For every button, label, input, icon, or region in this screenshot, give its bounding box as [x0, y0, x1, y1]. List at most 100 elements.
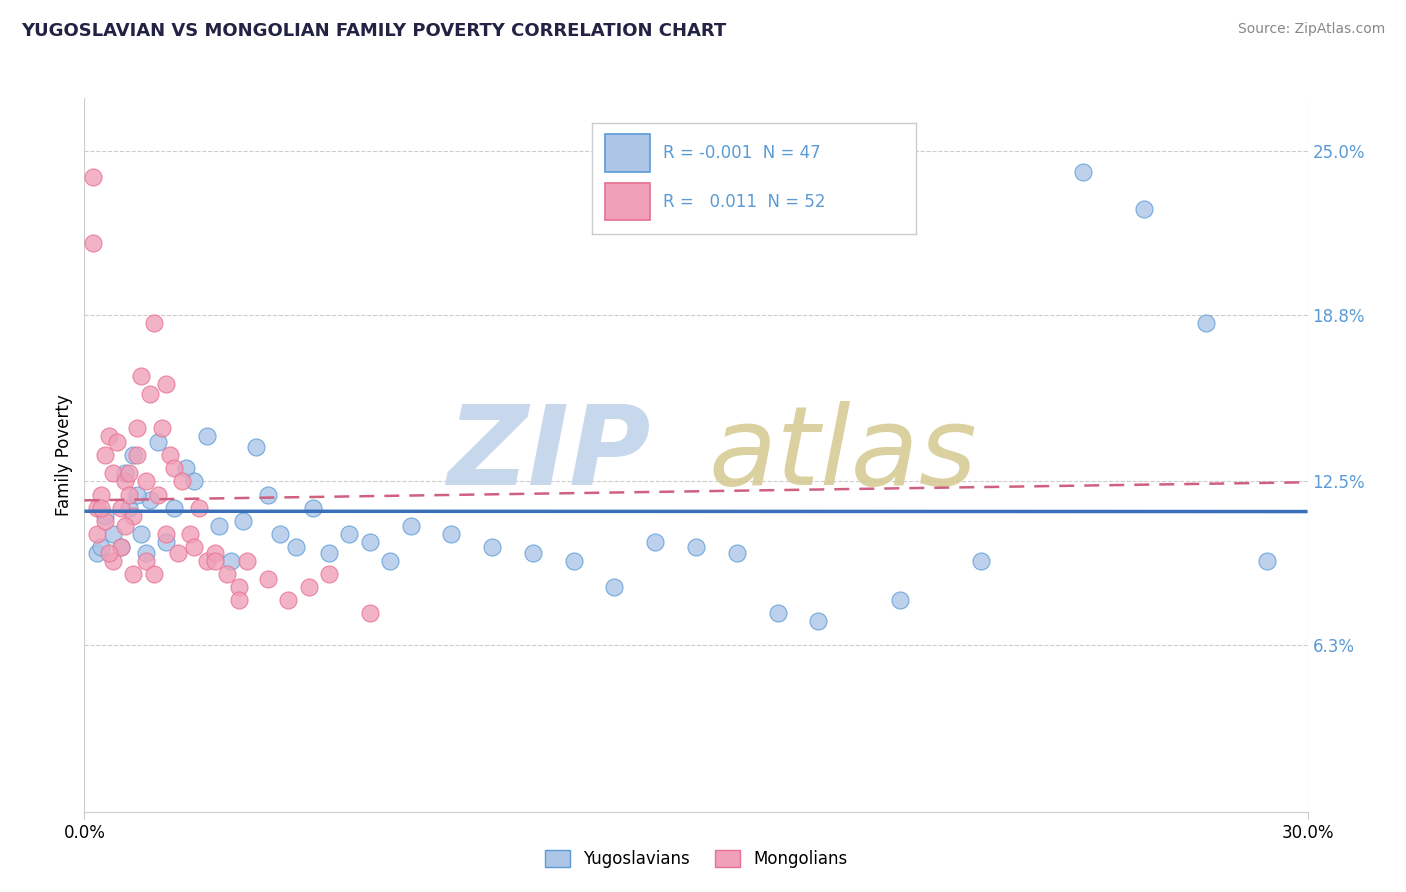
- Point: [380, 554, 402, 568]
- Point: [187, 500, 209, 515]
- Point: [339, 527, 361, 541]
- Point: [163, 461, 186, 475]
- Point: [318, 546, 340, 560]
- Point: [228, 580, 250, 594]
- Point: [1195, 316, 1218, 330]
- Point: [208, 519, 231, 533]
- Y-axis label: Family Poverty: Family Poverty: [55, 394, 73, 516]
- Point: [481, 541, 503, 555]
- Point: [142, 566, 165, 581]
- Point: [603, 580, 626, 594]
- Point: [82, 170, 104, 185]
- Point: [110, 541, 132, 555]
- Point: [135, 554, 157, 568]
- Point: [644, 535, 666, 549]
- Point: [135, 475, 157, 489]
- Point: [114, 519, 136, 533]
- Point: [90, 500, 112, 515]
- Point: [110, 541, 132, 555]
- Point: [118, 500, 141, 515]
- Point: [245, 440, 267, 454]
- Point: [183, 475, 205, 489]
- Point: [118, 467, 141, 481]
- Point: [269, 527, 291, 541]
- Point: [685, 541, 707, 555]
- Point: [285, 541, 308, 555]
- Point: [179, 527, 201, 541]
- Point: [135, 546, 157, 560]
- Point: [1256, 554, 1278, 568]
- Point: [97, 429, 120, 443]
- Point: [122, 566, 145, 581]
- Point: [228, 593, 250, 607]
- Point: [1133, 202, 1156, 216]
- Point: [257, 572, 280, 586]
- Point: [440, 527, 463, 541]
- Point: [172, 475, 194, 489]
- Point: [114, 467, 136, 481]
- Point: [359, 535, 381, 549]
- Point: [86, 527, 108, 541]
- Point: [127, 448, 149, 462]
- Point: [204, 546, 226, 560]
- Point: [155, 376, 177, 391]
- Legend: Yugoslavians, Mongolians: Yugoslavians, Mongolians: [538, 843, 853, 875]
- Point: [114, 475, 136, 489]
- Point: [889, 593, 911, 607]
- Point: [359, 607, 381, 621]
- Point: [146, 434, 169, 449]
- Point: [110, 500, 132, 515]
- Point: [219, 554, 242, 568]
- Point: [93, 448, 117, 462]
- Point: [122, 508, 145, 523]
- Point: [1073, 165, 1095, 179]
- Point: [155, 527, 177, 541]
- Text: atlas: atlas: [709, 401, 977, 508]
- Point: [127, 487, 149, 501]
- Point: [195, 429, 218, 443]
- Point: [163, 500, 186, 515]
- Text: YUGOSLAVIAN VS MONGOLIAN FAMILY POVERTY CORRELATION CHART: YUGOSLAVIAN VS MONGOLIAN FAMILY POVERTY …: [21, 22, 727, 40]
- Point: [204, 554, 226, 568]
- Point: [150, 421, 173, 435]
- Point: [93, 508, 117, 523]
- Text: ZIP: ZIP: [447, 401, 651, 508]
- Point: [101, 527, 124, 541]
- Point: [167, 546, 190, 560]
- Point: [82, 236, 104, 251]
- Text: Source: ZipAtlas.com: Source: ZipAtlas.com: [1237, 22, 1385, 37]
- Point: [174, 461, 197, 475]
- Point: [399, 519, 422, 533]
- Point: [257, 487, 280, 501]
- Point: [159, 448, 181, 462]
- Point: [131, 368, 153, 383]
- Point: [236, 554, 259, 568]
- Point: [183, 541, 205, 555]
- Point: [127, 421, 149, 435]
- Point: [118, 487, 141, 501]
- Point: [562, 554, 585, 568]
- Point: [131, 527, 153, 541]
- Point: [97, 546, 120, 560]
- Point: [807, 615, 830, 629]
- Point: [725, 546, 748, 560]
- Point: [105, 434, 128, 449]
- Point: [146, 487, 169, 501]
- Point: [301, 500, 323, 515]
- Point: [86, 546, 108, 560]
- Point: [138, 492, 160, 507]
- Point: [522, 546, 544, 560]
- Point: [318, 566, 340, 581]
- Point: [93, 514, 117, 528]
- Point: [142, 316, 165, 330]
- Point: [298, 580, 321, 594]
- Point: [138, 387, 160, 401]
- Point: [277, 593, 299, 607]
- Point: [217, 566, 239, 581]
- Point: [90, 487, 112, 501]
- Point: [195, 554, 218, 568]
- Point: [155, 535, 177, 549]
- Point: [766, 607, 789, 621]
- Point: [232, 514, 254, 528]
- Point: [86, 500, 108, 515]
